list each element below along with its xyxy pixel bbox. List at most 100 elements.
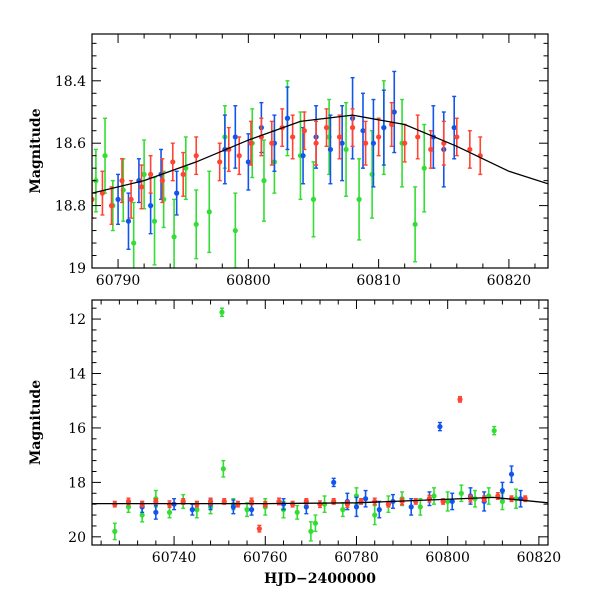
data-point-green [312, 520, 319, 526]
x-tick-label: 60800 [226, 273, 271, 289]
x-tick-label: 60790 [96, 273, 141, 289]
data-point-red [481, 496, 487, 502]
data-point-blue [391, 109, 397, 115]
data-point-red [248, 140, 254, 146]
bottom-panel-ylabel: Magnitude [28, 380, 44, 465]
data-point-green [112, 528, 118, 534]
data-point-green [417, 504, 423, 510]
data-point-blue [280, 501, 287, 507]
data-point-red [336, 134, 343, 140]
data-point-green [166, 509, 173, 515]
data-point-green [193, 221, 199, 227]
data-point-blue [300, 153, 306, 159]
data-point-red [119, 178, 125, 184]
bottom-panel-full-light-curve: 60740 60760 60780 60800 60820 12 14 16 18 20 Magn… [28, 299, 561, 587]
data-point-green [310, 196, 317, 202]
data-point-blue [189, 507, 195, 513]
data-point-green [445, 498, 451, 505]
data-point-red [428, 146, 434, 153]
y-tick-label: 18.6 [55, 136, 86, 152]
data-point-green [499, 498, 505, 505]
top-panel-plot-area [92, 70, 548, 268]
data-point-red [276, 498, 282, 505]
y-tick-label: 16 [68, 421, 86, 437]
data-point-red [363, 140, 369, 146]
y-tick-label: 14 [68, 367, 86, 383]
data-point-green [321, 501, 328, 507]
x-tick-label: 60820 [487, 273, 532, 289]
model-curve [92, 114, 548, 194]
data-point-red [317, 501, 323, 507]
data-point-green [458, 490, 464, 496]
data-point-blue [174, 190, 180, 196]
data-point-blue [249, 507, 255, 513]
data-point-red [180, 498, 186, 505]
data-point-red [413, 498, 419, 505]
data-point-red [180, 171, 186, 177]
data-point-red [467, 146, 473, 153]
data-point-blue [284, 115, 291, 121]
data-point-red [236, 153, 242, 159]
data-point-red [221, 498, 227, 505]
data-point-red [389, 121, 395, 128]
data-point-red [217, 159, 223, 165]
data-point-green [308, 528, 314, 534]
data-point-red [454, 134, 460, 140]
data-point-blue [148, 203, 154, 209]
data-point-blue [360, 128, 366, 134]
data-point-blue [408, 504, 414, 510]
data-point-green [219, 309, 225, 315]
data-point-red [269, 140, 275, 146]
data-point-red [138, 184, 145, 190]
top-panel-frame [91, 33, 549, 269]
data-point-blue [230, 504, 236, 510]
data-point-green [372, 512, 378, 518]
y-tick-label: 18.4 [55, 74, 86, 90]
data-point-red [249, 498, 255, 505]
data-point-blue [437, 423, 443, 430]
data-point-blue [451, 125, 457, 131]
data-point-red [159, 178, 165, 184]
x-tick-label: 60760 [243, 550, 288, 566]
data-point-green [343, 146, 349, 153]
y-tick-label: 20 [68, 530, 86, 546]
data-point-blue [327, 146, 334, 153]
bottom-panel-ticks: 60740 60760 60780 60800 60820 12 14 16 18 20 [68, 300, 561, 566]
data-point-blue [381, 125, 387, 131]
data-point-red [385, 501, 391, 507]
data-point-blue [245, 159, 251, 165]
x-tick-label: 60820 [517, 550, 562, 566]
data-point-blue [303, 504, 309, 510]
data-point-red [170, 159, 176, 165]
data-point-green [340, 507, 346, 513]
data-point-green [194, 507, 200, 513]
data-point-red [125, 498, 132, 505]
data-point-blue [353, 504, 360, 510]
data-point-blue [339, 140, 345, 146]
data-point-blue [115, 196, 121, 202]
data-point-red [193, 153, 199, 159]
data-point-red [290, 501, 296, 507]
data-point-red [92, 196, 95, 202]
data-point-red [402, 140, 408, 146]
top-panel-zoom-light-curve: 60790 60800 60810 60820 18.4 18.6 18.8 19 Magni… [28, 33, 549, 289]
data-point-green [244, 507, 250, 513]
bottom-panel-xlabel: HJD−2400000 [264, 571, 376, 587]
data-point-green [220, 466, 226, 472]
data-point-green [513, 496, 519, 502]
data-point-red [457, 396, 463, 402]
data-point-red [99, 190, 106, 196]
y-tick-label: 18 [68, 475, 86, 491]
data-point-red [256, 526, 262, 532]
data-point-green [431, 493, 437, 499]
data-point-red [415, 134, 421, 140]
data-point-green [294, 509, 300, 515]
top-panel-ylabel: Magnitude [28, 108, 44, 193]
data-point-blue [125, 218, 132, 224]
data-point-blue [449, 498, 455, 505]
data-point-red [128, 196, 134, 202]
data-point-blue [153, 509, 159, 515]
x-tick-label: 60780 [334, 550, 379, 566]
data-point-red [301, 128, 307, 134]
data-point-green [421, 165, 427, 171]
